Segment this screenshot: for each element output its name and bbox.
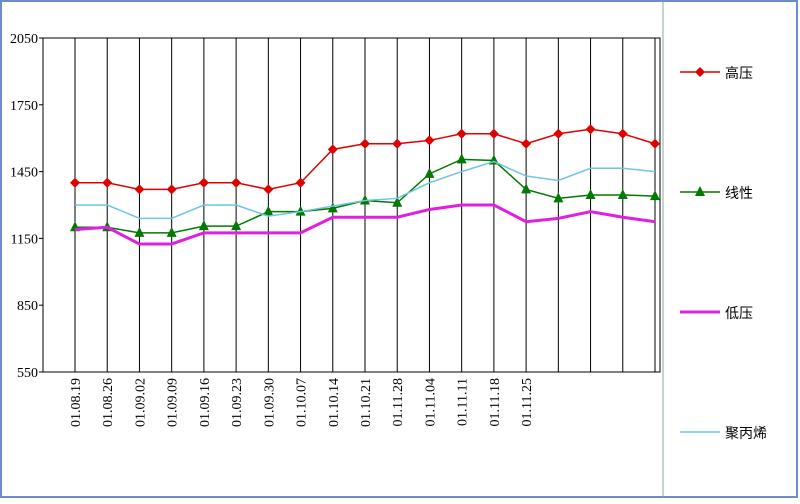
x-tick-label: 01.11.28 (391, 378, 406, 426)
x-tick-label: 01.11.25 (520, 378, 535, 426)
y-tick-label: 1450 (10, 166, 38, 181)
point (295, 205, 306, 216)
point (327, 144, 338, 155)
point (102, 177, 113, 188)
point (521, 183, 532, 194)
x-tick-label: 01.08.26 (101, 378, 116, 427)
x-tick-label: 01.10.07 (295, 378, 310, 427)
point (617, 188, 628, 199)
point (166, 184, 177, 195)
point (295, 177, 306, 188)
point (650, 138, 660, 149)
legend-label: 低压 (725, 306, 753, 322)
point (198, 177, 209, 188)
point (553, 128, 564, 139)
point (521, 138, 532, 149)
x-tick-label: 01.09.23 (230, 378, 245, 427)
point (456, 128, 467, 139)
point (424, 135, 435, 146)
legend-marker (695, 67, 705, 77)
x-tick-label: 01.09.09 (166, 378, 181, 427)
y-tick-label: 2050 (10, 32, 38, 47)
x-tick-label: 01.09.30 (262, 378, 277, 427)
point (360, 138, 370, 149)
x-tick-label: 01.11.04 (423, 378, 438, 426)
point (617, 128, 628, 139)
legend-marker (695, 186, 705, 196)
point (263, 184, 274, 195)
point (392, 138, 403, 149)
x-tick-label: 01.09.02 (133, 378, 148, 427)
y-tick-label: 850 (17, 299, 38, 314)
point (392, 196, 403, 207)
point (231, 177, 242, 188)
x-tick-label: 01.10.14 (327, 378, 342, 427)
x-tick-label: 01.08.19 (69, 378, 84, 427)
legend-label: 高压 (725, 65, 753, 82)
point (360, 194, 370, 205)
point (585, 124, 596, 135)
x-tick-label: 01.10.21 (359, 378, 374, 427)
point (198, 220, 209, 231)
x-tick-label: 01.11.18 (488, 378, 503, 426)
point (166, 226, 177, 237)
point (327, 202, 338, 213)
legend-label: 线性 (725, 186, 753, 202)
x-tick-label: 01.11.11 (456, 378, 471, 426)
x-tick-label: 01.09.16 (198, 378, 213, 427)
point (553, 192, 564, 203)
point (650, 190, 660, 201)
series-line (75, 160, 656, 220)
point (231, 220, 242, 231)
point (456, 153, 467, 164)
point (134, 226, 145, 237)
point (263, 205, 274, 216)
legend-label: 聚丙烯 (725, 426, 767, 442)
y-tick-label: 1750 (10, 99, 38, 114)
point (134, 184, 145, 195)
point (585, 188, 596, 199)
y-tick-label: 550 (17, 366, 38, 381)
plot-area (42, 37, 661, 373)
series-line (74, 203, 656, 246)
point (70, 177, 80, 188)
point (424, 167, 435, 178)
point (488, 128, 499, 139)
y-tick-label: 1150 (11, 232, 38, 247)
